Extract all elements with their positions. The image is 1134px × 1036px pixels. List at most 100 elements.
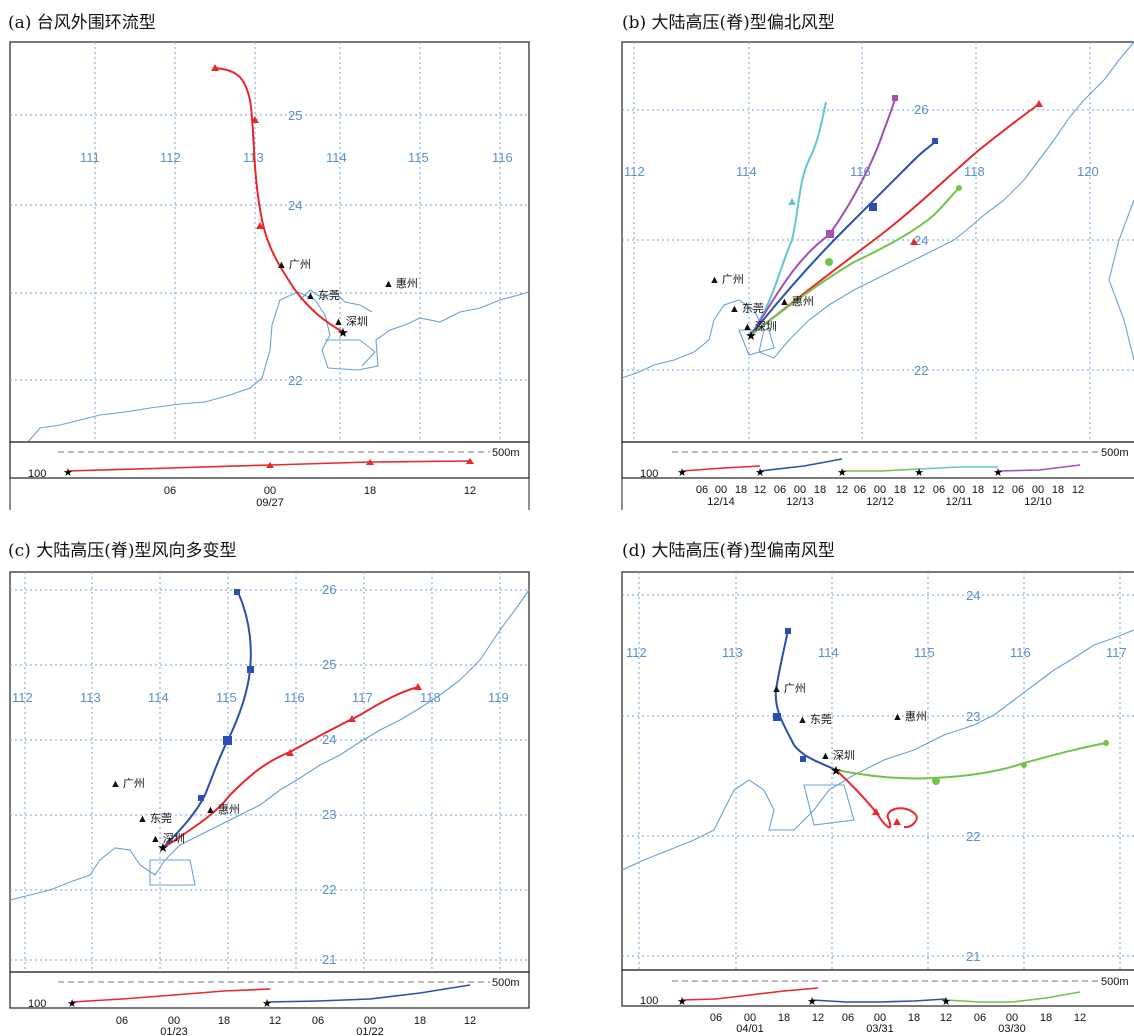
marker-triangle [256, 222, 264, 229]
svg-text:117: 117 [1106, 645, 1127, 660]
svg-text:18: 18 [778, 1012, 790, 1024]
svg-text:18: 18 [414, 1015, 426, 1027]
svg-text:06: 06 [933, 484, 945, 496]
svg-text:★: ★ [262, 998, 272, 1010]
track-red [162, 686, 419, 849]
svg-text:00: 00 [364, 1015, 376, 1027]
svg-text:★: ★ [914, 467, 924, 479]
lat-label: 24 [288, 198, 302, 213]
panel-title: (d) 大陆高压(脊)型偏南风型 [622, 541, 835, 561]
svg-text:23: 23 [966, 709, 980, 724]
trajectory-map: 112 114 116 118 120 26 24 22 ★ ▲ 广州 ▲ 东莞 ▲… [621, 41, 1134, 510]
lat-label: 26 [914, 102, 928, 117]
svg-text:21: 21 [966, 949, 980, 964]
svg-text:▲深圳: ▲ 深圳 [742, 320, 777, 333]
svg-text:▲惠州: ▲ 惠州 [383, 276, 418, 290]
city-label: 东莞 [318, 289, 340, 302]
trajectory-map: 112 113 114 115 116 117 118 119 26 25 24… [9, 571, 530, 1036]
svg-text:06: 06 [1012, 484, 1024, 496]
origin-star-icon: ★ [745, 328, 757, 343]
svg-text:24: 24 [322, 732, 336, 747]
lon-label: 120 [1077, 164, 1099, 179]
svg-text:00: 00 [794, 484, 806, 496]
svg-text:06: 06 [774, 484, 786, 496]
svg-text:12: 12 [1074, 1012, 1086, 1024]
svg-text:113: 113 [80, 690, 101, 705]
svg-text:★: ★ [67, 998, 77, 1010]
panel-title: (c) 大陆高压(脊)型风向多变型 [8, 541, 237, 561]
track-red [835, 769, 918, 829]
svg-text:00: 00 [1032, 484, 1044, 496]
svg-text:115: 115 [216, 690, 237, 705]
svg-text:▲东莞: ▲ 东莞 [137, 812, 172, 825]
svg-text:12: 12 [269, 1015, 281, 1027]
svg-text:00: 00 [715, 484, 727, 496]
svg-text:112: 112 [626, 645, 647, 660]
svg-text:▲东莞: ▲ 东莞 [729, 302, 764, 315]
svg-text:★: ★ [837, 467, 847, 479]
svg-text:12: 12 [464, 1015, 476, 1027]
svg-text:▲深圳: ▲ 深圳 [820, 749, 855, 762]
svg-text:21: 21 [322, 952, 336, 967]
panel-a: (a) 台风外围环流型 111 112 113 114 115 116 25 2… [0, 0, 545, 512]
svg-text:12/12: 12/12 [866, 496, 894, 508]
svg-text:12: 12 [992, 484, 1004, 496]
trajectory-map: 111 112 113 114 115 116 25 24 22 ★ ▲ 广州 ▲… [9, 41, 530, 510]
svg-text:★: ★ [677, 467, 687, 479]
svg-text:18: 18 [894, 484, 906, 496]
svg-text:500m: 500m [492, 977, 520, 989]
svg-text:04/01: 04/01 [736, 1023, 764, 1035]
height-high: 500m [492, 447, 520, 459]
panel-title: (a) 台风外围环流型 [8, 13, 156, 33]
svg-text:▲广州: ▲ 广州 [110, 777, 145, 790]
svg-text:100: 100 [640, 995, 658, 1007]
svg-text:18: 18 [814, 484, 826, 496]
svg-text:22: 22 [966, 829, 980, 844]
svg-text:500m: 500m [1101, 976, 1129, 988]
lat-label: 22 [914, 363, 928, 378]
city-label: 惠州 [396, 276, 418, 290]
svg-text:★: ★ [63, 467, 73, 479]
svg-text:114: 114 [148, 690, 169, 705]
lon-label: 116 [492, 150, 513, 165]
svg-text:06: 06 [974, 1012, 986, 1024]
svg-text:▲广州: ▲ 广州 [276, 258, 311, 271]
svg-text:12: 12 [464, 485, 476, 497]
svg-text:▲深圳: ▲ 深圳 [333, 315, 368, 328]
svg-text:03/30: 03/30 [998, 1023, 1026, 1035]
svg-text:117: 117 [352, 690, 373, 705]
svg-text:★: ★ [807, 996, 817, 1008]
svg-text:00: 00 [1006, 1012, 1018, 1024]
svg-text:09/27: 09/27 [256, 497, 284, 509]
origin-star-icon: ★ [337, 325, 349, 340]
lat-label: 22 [288, 373, 302, 388]
svg-text:12/11: 12/11 [946, 496, 973, 508]
panel-title: (b) 大陆高压(脊)型偏北风型 [622, 13, 835, 33]
lon-label: 115 [408, 150, 429, 165]
svg-text:06: 06 [696, 484, 708, 496]
lat-label: 25 [288, 108, 302, 123]
svg-text:▲惠州: ▲ 惠州 [892, 709, 927, 723]
svg-text:00: 00 [953, 484, 965, 496]
svg-text:▲惠州: ▲ 惠州 [205, 802, 240, 816]
track-green [835, 742, 1107, 780]
svg-text:12/10: 12/10 [1024, 496, 1052, 508]
svg-text:24: 24 [966, 588, 980, 603]
svg-text:25: 25 [322, 657, 336, 672]
svg-text:06: 06 [116, 1015, 128, 1027]
svg-text:12/13: 12/13 [786, 496, 814, 508]
svg-text:06: 06 [164, 485, 176, 497]
origin-star-icon: ★ [830, 763, 842, 778]
track-red [214, 67, 344, 333]
svg-text:12: 12 [1072, 484, 1084, 496]
svg-text:★: ★ [941, 996, 951, 1008]
svg-text:06: 06 [854, 484, 866, 496]
svg-text:18: 18 [364, 485, 376, 497]
svg-text:500m: 500m [1101, 447, 1129, 459]
svg-text:23: 23 [322, 807, 336, 822]
svg-text:12: 12 [940, 1012, 952, 1024]
svg-text:▲深圳: ▲ 深圳 [150, 832, 185, 845]
svg-text:12: 12 [836, 484, 848, 496]
lat-label: 24 [914, 233, 928, 248]
svg-text:▲惠州: ▲ 惠州 [779, 294, 814, 308]
